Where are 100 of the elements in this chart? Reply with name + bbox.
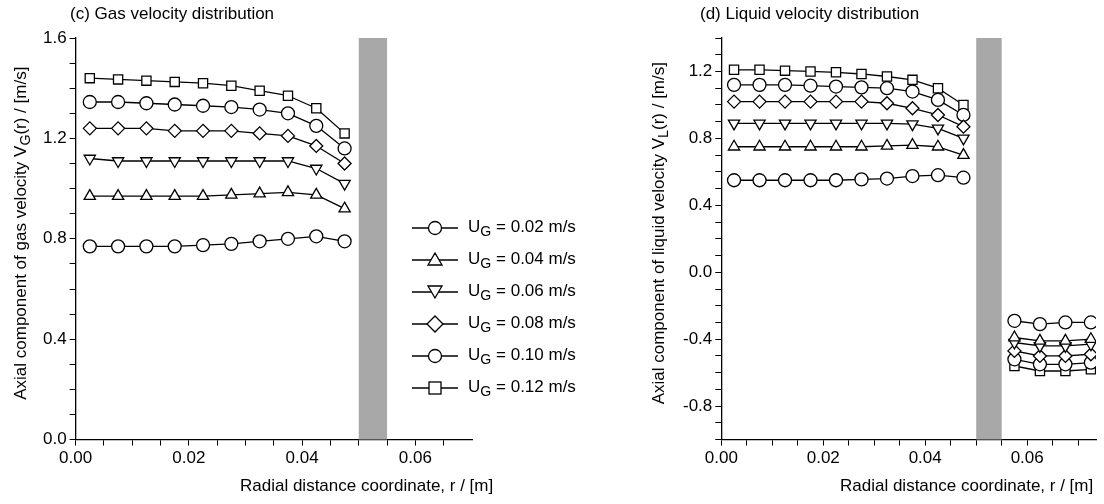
point (83, 188, 97, 201)
point (140, 188, 153, 201)
point (139, 239, 154, 254)
point (225, 157, 238, 169)
point (309, 138, 324, 154)
point (777, 173, 793, 188)
legend-label: U$_{G}$ = 0.02 m/s (468, 216, 576, 240)
point (83, 154, 97, 166)
point (196, 157, 210, 169)
point (727, 139, 741, 151)
point (110, 121, 126, 136)
x-tick-label: 0.04 (908, 448, 942, 468)
point (337, 156, 352, 171)
point (226, 80, 237, 91)
point (829, 119, 843, 131)
point (82, 121, 97, 136)
y-tick-label: 1.6 (42, 27, 67, 47)
point (1008, 330, 1021, 342)
point (931, 124, 945, 136)
x-tick-label: 0.04 (285, 448, 319, 468)
point (905, 101, 920, 116)
point (111, 188, 125, 201)
legend-label: U$_{G}$ = 0.08 m/s (468, 312, 576, 336)
point (224, 123, 239, 139)
point (779, 65, 791, 76)
x-tick-label: 0.00 (704, 448, 738, 468)
point (280, 128, 296, 144)
point (777, 77, 793, 92)
point (224, 236, 239, 251)
x-tick-label: 0.00 (59, 448, 93, 468)
point (253, 157, 266, 169)
point (309, 229, 324, 244)
point (753, 139, 766, 151)
point (281, 157, 295, 169)
chart-title: (d) Liquid velocity distribution (700, 4, 920, 24)
legend-label: U$_{G}$ = 0.04 m/s (468, 248, 576, 272)
point (855, 139, 868, 151)
point (907, 74, 918, 86)
point (195, 123, 211, 139)
point (881, 71, 893, 82)
point (777, 94, 793, 109)
point (195, 237, 211, 253)
point (82, 94, 97, 110)
point (854, 94, 869, 109)
point (280, 231, 296, 246)
point (1084, 332, 1096, 344)
legend-label: U$_{G}$ = 0.06 m/s (468, 280, 576, 304)
point (224, 99, 239, 115)
chart-title: (c) Gas velocity distribution (70, 4, 275, 24)
point (854, 80, 869, 95)
point (252, 102, 267, 117)
y-tick-label: 0.8 (688, 128, 713, 148)
point (1007, 313, 1022, 328)
point (957, 147, 970, 160)
point (139, 96, 154, 111)
point (803, 173, 818, 188)
point (82, 239, 97, 254)
point (956, 119, 971, 134)
point (931, 139, 945, 151)
y-tick-label: 0.8 (42, 228, 67, 248)
point (1032, 316, 1048, 332)
point (337, 141, 352, 156)
point (930, 107, 946, 123)
point (880, 138, 894, 150)
point (168, 188, 181, 201)
point (1032, 348, 1048, 364)
point (728, 64, 740, 76)
point (254, 85, 265, 96)
point (338, 201, 351, 213)
point (805, 66, 816, 77)
point (252, 126, 267, 141)
point (310, 164, 323, 176)
point (830, 67, 842, 78)
point (169, 76, 180, 88)
x-tick-label: 0.02 (172, 448, 206, 468)
point (905, 168, 920, 184)
point (727, 119, 741, 131)
legend-label: U$_{G}$ = 0.12 m/s (468, 376, 576, 400)
x-tick-label: 0.06 (1010, 448, 1044, 468)
point (828, 79, 844, 94)
y-tick-label: -0.4 (683, 328, 713, 348)
x-axis-title: Radial distance coordinate, r / [m] (240, 476, 494, 496)
y-tick-label: 0.4 (42, 328, 67, 348)
point (141, 75, 152, 86)
point (879, 96, 895, 111)
point (139, 121, 154, 136)
y-tick-label: 0.4 (688, 195, 713, 215)
point (196, 188, 210, 201)
x-axis-title: Radial distance coordinate, r / [m] (840, 476, 1094, 496)
point (752, 77, 767, 92)
point (804, 139, 817, 151)
point (957, 134, 970, 146)
point (855, 119, 868, 131)
point (726, 173, 742, 188)
point (726, 77, 742, 92)
point (280, 106, 296, 121)
point (804, 119, 817, 131)
point (1058, 315, 1073, 330)
y-tick-label: 0.0 (42, 429, 67, 449)
point (167, 97, 182, 112)
